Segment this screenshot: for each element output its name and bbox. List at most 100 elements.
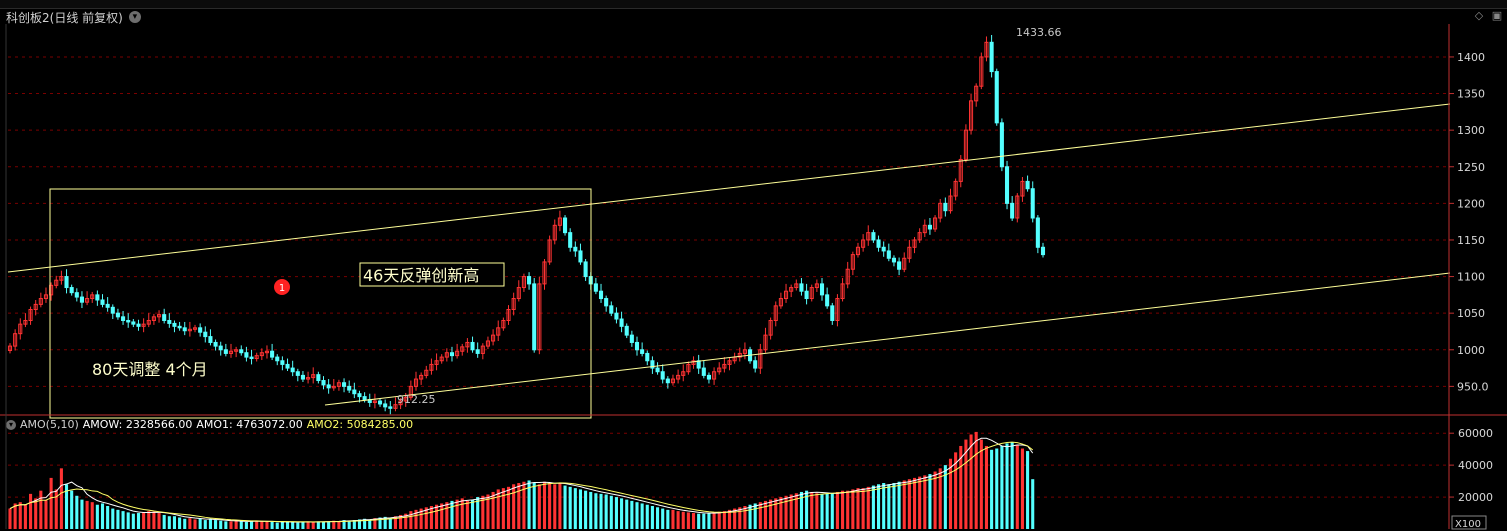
amo-ma10-line <box>9 441 1034 523</box>
candle-body <box>568 232 573 248</box>
candle <box>162 308 167 324</box>
adjust-annotation: 80天调整 4个月 <box>92 360 208 379</box>
candle-body <box>722 363 727 369</box>
candle-body <box>655 367 660 373</box>
candle-body <box>1020 180 1025 197</box>
candle <box>244 346 249 362</box>
volume-bar <box>157 513 161 529</box>
volume-bar <box>219 520 223 529</box>
candle <box>7 343 13 354</box>
collapse-icon[interactable]: ◇ <box>1474 9 1484 22</box>
candle-body <box>665 378 670 384</box>
candle <box>640 342 645 357</box>
volume-bar <box>830 493 834 529</box>
candle <box>218 341 223 356</box>
candle-body <box>819 283 825 296</box>
candle-body <box>686 363 691 373</box>
volume-bar <box>954 452 958 529</box>
candle <box>783 283 789 303</box>
candle-body <box>773 305 778 321</box>
volume-bar <box>214 520 218 529</box>
candle <box>917 228 922 243</box>
volume-bar <box>835 491 839 529</box>
candle-body <box>331 385 336 389</box>
candle-body <box>408 385 413 398</box>
volume-bar <box>928 474 932 529</box>
candle-body <box>845 268 850 285</box>
candle-body <box>640 349 645 354</box>
candle-body <box>557 217 562 226</box>
volume-bar <box>90 502 94 529</box>
candle <box>907 239 912 263</box>
candle-body <box>850 254 855 270</box>
candle-body <box>753 360 758 369</box>
volume-bar <box>573 488 577 529</box>
volume-bar <box>733 508 737 529</box>
volume-bar <box>650 506 654 529</box>
candle <box>989 34 994 78</box>
maximize-icon[interactable]: ▣ <box>1491 9 1503 22</box>
candle <box>234 346 239 358</box>
candle-body <box>18 323 23 335</box>
candle <box>506 305 511 325</box>
amo-ma5-line <box>9 437 1034 523</box>
candle-body <box>1025 180 1030 190</box>
candle-body <box>645 352 650 362</box>
candle-body <box>23 319 28 325</box>
candle <box>583 258 588 281</box>
amo1-value: AMO1: 4763072.00 <box>196 418 303 431</box>
candle <box>634 336 640 356</box>
candle-body <box>537 283 542 351</box>
candle <box>598 283 604 303</box>
volume-bar <box>419 508 423 529</box>
chevron-down-icon[interactable]: ▾ <box>128 11 141 23</box>
candle-body <box>131 321 136 325</box>
candle-body <box>295 371 300 376</box>
price-tick-label: 1300 <box>1457 124 1485 137</box>
volume-bar <box>630 500 634 529</box>
candle <box>393 397 398 412</box>
candle-body <box>362 396 367 401</box>
marker-badge[interactable] <box>274 279 290 295</box>
candle <box>121 310 126 325</box>
volume-bar <box>686 512 690 529</box>
candle-body <box>64 276 69 289</box>
indicator-dropdown-icon[interactable]: ▾ <box>6 419 16 430</box>
volume-bar <box>640 503 644 529</box>
candle-body <box>69 287 74 294</box>
volume-bar <box>542 481 547 529</box>
volume-bar <box>522 481 526 529</box>
candle <box>794 279 799 291</box>
candle-body <box>213 341 218 347</box>
candle-body <box>470 341 475 351</box>
candle <box>38 292 43 308</box>
volume-bar <box>188 518 192 529</box>
volume-bar <box>784 495 788 529</box>
candle <box>609 301 614 317</box>
volume-bar <box>645 504 649 529</box>
candle <box>336 379 341 391</box>
candle-body <box>413 378 419 387</box>
candle <box>264 345 270 359</box>
candle-body <box>460 346 465 352</box>
volume-bar <box>769 499 773 529</box>
candle-body <box>254 355 259 360</box>
candle-body <box>840 283 845 300</box>
candle-body <box>670 378 676 384</box>
candle <box>670 374 676 386</box>
candle <box>331 379 336 391</box>
candle-body <box>999 122 1004 168</box>
volume-bar <box>805 490 809 529</box>
candle-body <box>244 352 249 358</box>
volume-bar <box>486 494 490 529</box>
candle <box>732 352 737 364</box>
volume-bar <box>753 503 757 529</box>
volume-bar <box>846 490 850 529</box>
candle-body <box>907 246 912 259</box>
volume-bar <box>676 511 680 529</box>
candle-body <box>33 303 38 311</box>
candle-body <box>280 360 285 365</box>
volume-bar <box>399 514 403 529</box>
volume-bar <box>332 520 336 529</box>
